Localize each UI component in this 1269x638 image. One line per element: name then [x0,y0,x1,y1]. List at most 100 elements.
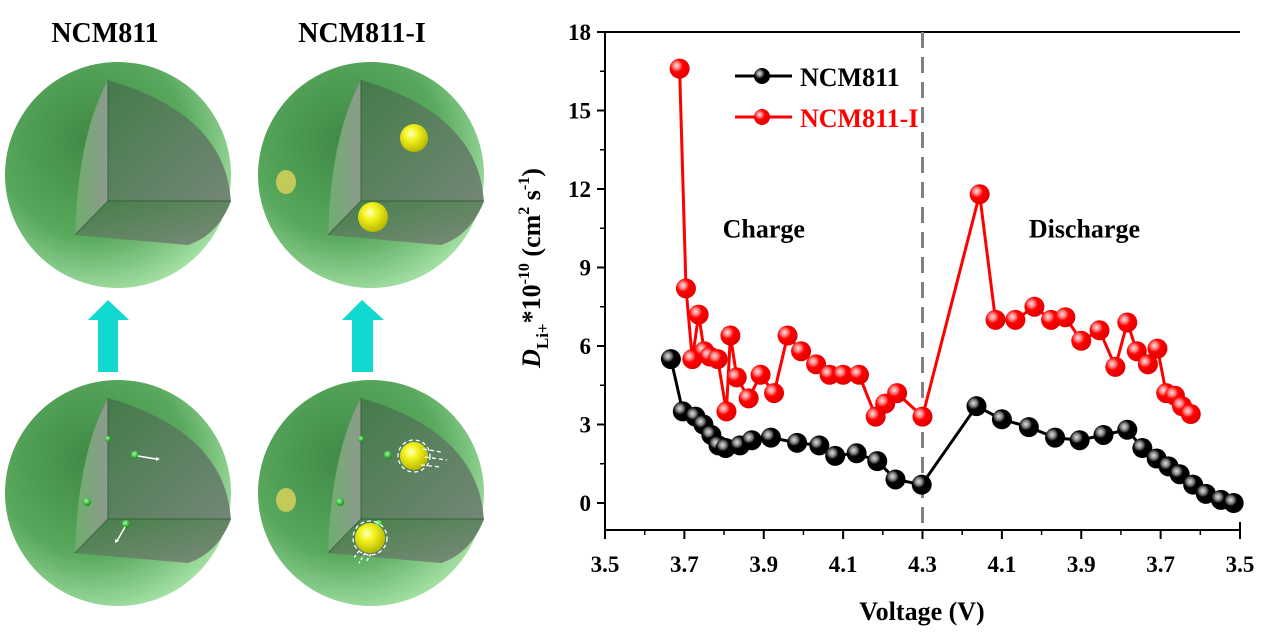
data-point [726,367,747,388]
y-axis-label: DLi+*10-10 (cm2 s-1) [516,168,552,369]
data-point [911,474,932,495]
data-point [809,435,830,456]
data-point [887,383,908,404]
series-ncm811 [660,349,1244,513]
diffusion-chart: 0 3 6 9 12 15 18 3.5 3.7 3.9 4.1 4.3 4.1 3.9 3.7 3.5 Ch… [516,20,1254,626]
li-ion [83,498,91,506]
data-point [1126,341,1147,362]
y-tick-label: 6 [580,334,592,359]
x-axis-label: Voltage (V) [859,597,984,626]
data-point [867,451,888,472]
illustration-panel: NCM811 NCM811-I [4,18,485,607]
data-point [720,325,741,346]
series-ncm811-i [669,58,1201,427]
yellow-particle [355,523,385,553]
annotation-charge: Charge [723,214,805,243]
axes: 0 3 6 9 12 15 18 3.5 3.7 3.9 4.1 4.3 4.1 3.9 3.7 3.5 [568,20,1254,577]
x-tick-label: 4.1 [829,552,858,577]
y-tick-label: 9 [580,256,592,281]
sphere-ncm811-bottom [4,379,232,607]
x-tick-label: 3.5 [1226,552,1255,577]
data-point [1169,464,1190,485]
data-point [969,184,990,205]
data-point [825,445,846,466]
legend: NCM811 NCM811-I [735,63,918,133]
data-point [787,432,808,453]
data-point [1117,312,1138,333]
yellow-particle [400,124,428,152]
up-arrow-icon [342,300,384,372]
x-tick-label: 3.9 [1067,552,1096,577]
data-point [741,430,762,451]
li-ion [336,498,344,506]
data-point [846,443,867,464]
li-ion [384,451,392,459]
data-point [791,341,812,362]
data-point [1024,296,1045,317]
yellow-particle [358,202,388,232]
data-point [738,388,759,409]
data-point [1132,438,1153,459]
data-point [707,349,728,370]
legend-marker-ncm811-i [754,109,770,125]
data-point [1137,354,1158,375]
y-tick-label: 0 [580,491,592,516]
series-layer [660,58,1244,513]
data-point [716,401,737,422]
li-ion [122,520,130,528]
data-point [849,364,869,385]
data-point [1117,419,1138,440]
annotation-discharge: Discharge [1029,214,1140,243]
data-point [688,304,709,325]
x-tick-label: 4.1 [988,552,1017,577]
yellow-particle [276,170,296,194]
sphere-ncm811-i-bottom [257,379,485,607]
y-tick-label: 15 [568,99,591,124]
data-point [966,396,987,417]
data-point [1055,307,1076,328]
data-point [750,364,771,385]
panel-title-ncm811-i: NCM811-I [298,18,426,49]
x-tick-label: 3.7 [670,552,699,577]
y-tick-label: 12 [568,177,591,202]
data-point [777,325,798,346]
data-point [1071,330,1092,351]
data-point [1045,427,1066,448]
data-point [675,278,696,299]
yellow-particle [276,488,296,512]
data-point [1180,404,1201,425]
legend-label-ncm811: NCM811 [800,63,900,92]
data-point [985,309,1006,330]
data-point [1195,483,1216,504]
data-point [1089,320,1110,341]
data-point [912,406,933,427]
data-point [833,364,854,385]
li-ion [105,436,111,442]
x-tick-label: 3.7 [1146,552,1175,577]
data-point [669,58,690,79]
data-point [991,409,1012,430]
data-point [660,349,681,370]
data-point [1069,430,1090,451]
x-tick-label: 3.9 [749,552,778,577]
panel-title-ncm811: NCM811 [51,18,158,49]
data-point [1093,424,1114,445]
li-ion [358,436,364,442]
li-ion [131,451,139,459]
legend-marker-ncm811 [754,68,770,84]
data-point [760,427,781,448]
data-point [1223,493,1244,513]
x-tick-label: 3.5 [591,552,620,577]
data-point [1105,356,1126,377]
up-arrow-icon [88,300,129,372]
x-tick-label: 4.3 [908,552,937,577]
data-point [885,469,906,490]
y-tick-label: 18 [568,20,591,45]
data-point [806,354,827,375]
legend-label-ncm811-i: NCM811-I [800,104,918,133]
sphere-ncm811-top [4,61,232,289]
data-point [764,383,785,404]
sphere-ncm811-i-top [257,61,485,289]
y-tick-label: 3 [580,413,592,438]
data-point [1018,417,1039,438]
